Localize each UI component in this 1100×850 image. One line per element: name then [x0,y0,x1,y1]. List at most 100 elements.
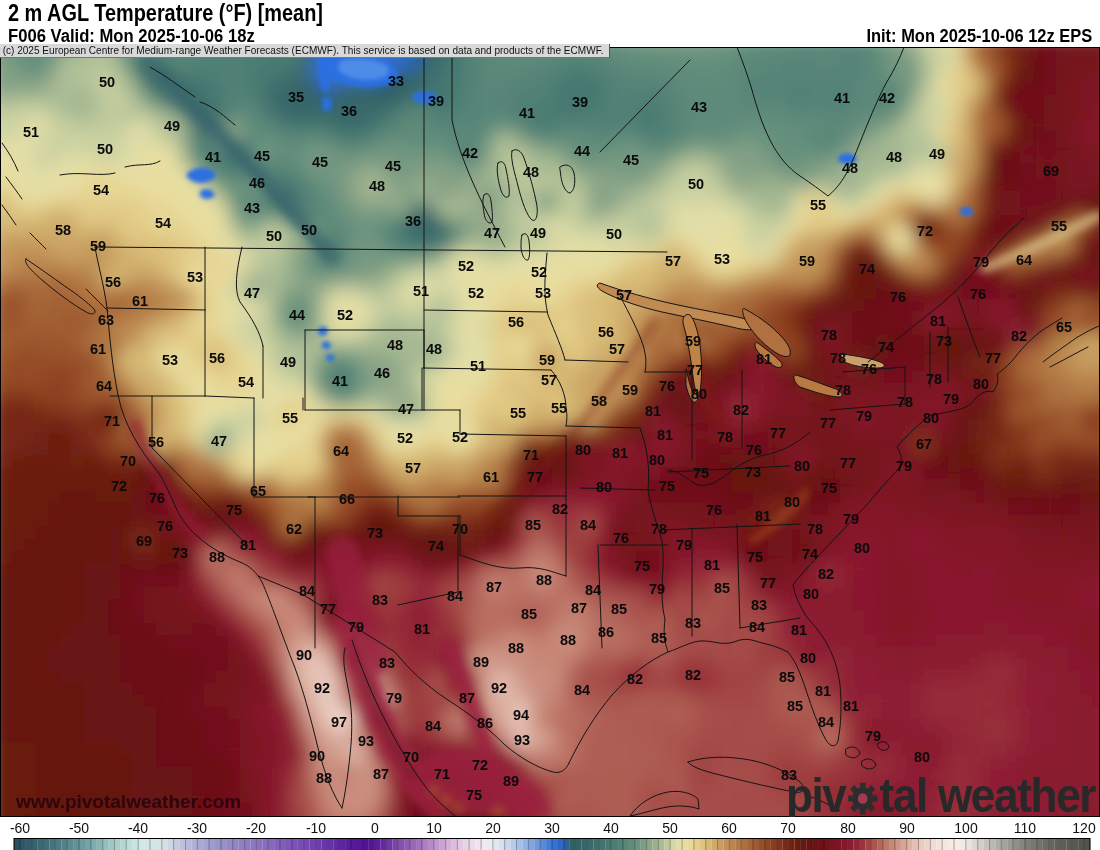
svg-text:79: 79 [649,581,665,597]
svg-text:77: 77 [527,469,543,485]
svg-text:84: 84 [425,718,441,734]
svg-text:49: 49 [530,225,546,241]
svg-text:85: 85 [779,669,795,685]
svg-text:56: 56 [148,434,164,450]
svg-text:48: 48 [523,164,539,180]
svg-text:72: 72 [917,223,933,239]
svg-text:82: 82 [1011,328,1027,344]
svg-text:64: 64 [1016,252,1032,268]
svg-text:76: 76 [746,442,762,458]
svg-text:81: 81 [791,622,807,638]
svg-text:35: 35 [288,89,304,105]
svg-text:48: 48 [369,178,385,194]
svg-text:82: 82 [627,671,643,687]
svg-text:50: 50 [301,222,317,238]
svg-text:39: 39 [572,94,588,110]
svg-text:61: 61 [90,341,106,357]
svg-text:59: 59 [90,238,106,254]
svg-text:78: 78 [651,521,667,537]
svg-text:76: 76 [157,518,173,534]
svg-text:87: 87 [486,579,502,595]
svg-text:44: 44 [574,143,590,159]
svg-text:82: 82 [685,667,701,683]
svg-text:80: 80 [854,540,870,556]
svg-text:47: 47 [484,225,500,241]
svg-text:71: 71 [104,413,120,429]
svg-text:88: 88 [209,549,225,565]
svg-text:71: 71 [523,447,539,463]
svg-text:52: 52 [531,264,547,280]
svg-text:87: 87 [571,600,587,616]
svg-text:81: 81 [755,508,771,524]
svg-text:84: 84 [580,517,596,533]
svg-text:76: 76 [149,490,165,506]
svg-text:87: 87 [373,766,389,782]
svg-text:45: 45 [312,154,328,170]
svg-text:75: 75 [634,558,650,574]
svg-text:74: 74 [859,261,875,277]
svg-text:75: 75 [693,465,709,481]
svg-text:73: 73 [367,525,383,541]
svg-text:53: 53 [187,269,203,285]
svg-text:71: 71 [434,766,450,782]
svg-text:45: 45 [385,158,401,174]
svg-text:50: 50 [688,176,704,192]
svg-text:77: 77 [820,415,836,431]
svg-text:78: 78 [807,521,823,537]
svg-text:80: 80 [575,442,591,458]
svg-text:89: 89 [503,773,519,789]
svg-text:81: 81 [612,445,628,461]
svg-text:49: 49 [929,146,945,162]
svg-text:93: 93 [514,732,530,748]
svg-text:67: 67 [916,436,932,452]
svg-text:50: 50 [606,226,622,242]
svg-text:49: 49 [164,118,180,134]
svg-text:82: 82 [552,501,568,517]
svg-text:70: 70 [120,453,136,469]
svg-text:55: 55 [551,400,567,416]
svg-text:41: 41 [834,90,850,106]
svg-text:84: 84 [447,588,463,604]
svg-text:65: 65 [1056,319,1072,335]
svg-text:85: 85 [651,630,667,646]
svg-text:50: 50 [266,228,282,244]
svg-text:85: 85 [611,601,627,617]
svg-text:76: 76 [659,378,675,394]
svg-text:59: 59 [539,352,555,368]
svg-text:88: 88 [536,572,552,588]
svg-text:44: 44 [289,307,305,323]
svg-text:46: 46 [374,365,390,381]
svg-text:73: 73 [745,464,761,480]
svg-text:64: 64 [96,378,112,394]
svg-text:55: 55 [1051,218,1067,234]
svg-text:87: 87 [459,690,475,706]
svg-text:69: 69 [1043,163,1059,179]
svg-text:53: 53 [535,285,551,301]
svg-text:79: 79 [973,254,989,270]
svg-text:84: 84 [818,714,834,730]
svg-text:43: 43 [244,200,260,216]
svg-text:58: 58 [55,222,71,238]
svg-text:83: 83 [685,615,701,631]
svg-text:56: 56 [105,274,121,290]
svg-text:75: 75 [659,478,675,494]
svg-text:88: 88 [560,632,576,648]
svg-text:80: 80 [923,410,939,426]
svg-text:63: 63 [98,312,114,328]
svg-text:89: 89 [473,654,489,670]
svg-text:80: 80 [914,749,930,765]
svg-text:86: 86 [477,715,493,731]
svg-text:78: 78 [897,394,913,410]
svg-text:81: 81 [704,557,720,573]
svg-text:79: 79 [943,391,959,407]
svg-text:33: 33 [388,73,404,89]
svg-text:78: 78 [835,382,851,398]
svg-text:81: 81 [414,621,430,637]
svg-text:77: 77 [770,425,786,441]
svg-text:79: 79 [676,537,692,553]
svg-text:97: 97 [331,714,347,730]
svg-text:85: 85 [521,606,537,622]
svg-text:79: 79 [843,511,859,527]
svg-text:41: 41 [332,373,348,389]
svg-text:56: 56 [209,350,225,366]
